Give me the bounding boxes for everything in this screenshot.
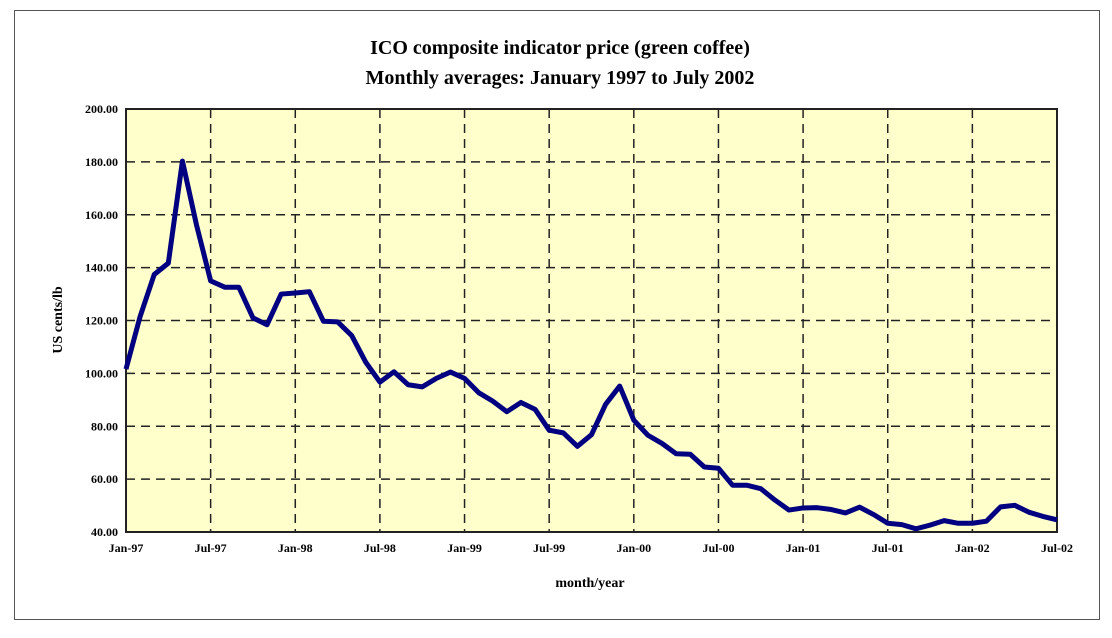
- x-tick-label: Jul-98: [364, 541, 396, 555]
- chart-subtitle: Monthly averages: January 1997 to July 2…: [366, 67, 755, 89]
- x-tick-label: Jan-00: [616, 541, 651, 555]
- y-tick-label: 160.00: [85, 208, 118, 222]
- y-tick-label: 140.00: [85, 261, 118, 275]
- y-tick-label: 120.00: [85, 314, 118, 328]
- x-axis-label: month/year: [555, 576, 624, 591]
- x-tick-label: Jul-97: [195, 541, 227, 555]
- x-tick-label: Jan-97: [109, 541, 144, 555]
- y-tick-label: 40.00: [91, 525, 118, 539]
- y-tick-label: 180.00: [85, 155, 118, 169]
- x-tick-label: Jul-99: [533, 541, 565, 555]
- y-axis-label: US cents/lb: [51, 286, 66, 354]
- chart-frame: [14, 10, 1100, 620]
- x-tick-label: Jan-01: [786, 541, 821, 555]
- y-tick-label: 200.00: [85, 102, 118, 116]
- x-tick-label: Jan-98: [278, 541, 313, 555]
- y-tick-label: 80.00: [91, 419, 118, 433]
- x-tick-label: Jan-99: [447, 541, 482, 555]
- y-tick-label: 60.00: [91, 472, 118, 486]
- x-tick-label: Jul-01: [872, 541, 904, 555]
- x-tick-label: Jan-02: [955, 541, 990, 555]
- chart-title: ICO composite indicator price (green cof…: [370, 37, 750, 59]
- y-tick-label: 100.00: [85, 366, 118, 380]
- x-tick-label: Jul-02: [1041, 541, 1073, 555]
- x-tick-label: Jul-00: [702, 541, 734, 555]
